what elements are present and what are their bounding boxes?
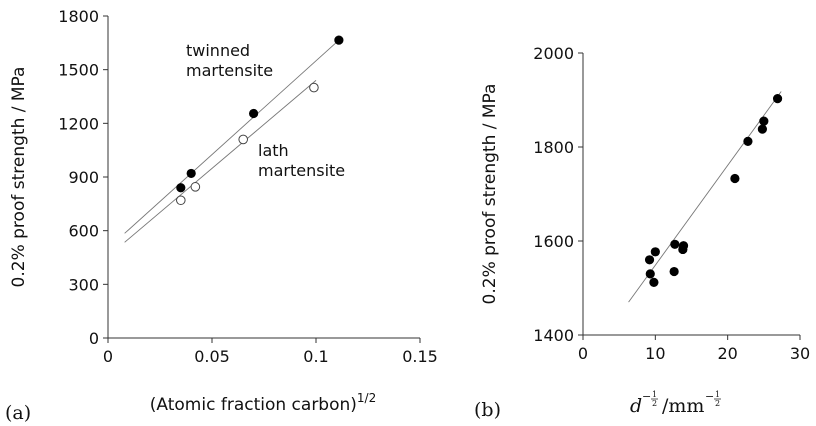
- data-point-filled: [649, 277, 659, 287]
- data-point-filled: [644, 255, 655, 265]
- x-axis-title-b-num-2: 1: [715, 390, 720, 399]
- fit-line: [124, 80, 317, 243]
- fit-line: [124, 39, 340, 234]
- annotation-twinned-line2: martensite: [186, 61, 273, 80]
- y-axis-title-b: 0.2% proof strength / MPa: [480, 84, 500, 305]
- y-tick-label: 2000: [533, 44, 574, 63]
- fit-lines-a: [124, 39, 340, 243]
- x-tick-label: 20: [717, 344, 737, 363]
- data-point-filled: [670, 239, 680, 249]
- x-tick-label: 0: [103, 347, 113, 366]
- chart-panel-b: 0 10 20 30 1400 1600 1800 2000 0.2% proof stren…: [474, 44, 810, 421]
- data-point-filled: [678, 241, 689, 251]
- y-tick-label: 1200: [58, 114, 99, 133]
- x-tick-label: 0.15: [402, 347, 438, 366]
- data-point-open: [190, 182, 201, 192]
- data-point-filled: [759, 116, 769, 126]
- data-point-filled: [757, 124, 767, 134]
- y-tick-label: 1800: [533, 138, 574, 157]
- ticks-a: 0 0.05 0.1 0.15 0 300 600 900 1200 1500 1800: [58, 7, 438, 366]
- x-tick-label: 0.05: [194, 347, 230, 366]
- x-axis-title-a-superscript: 1/2: [357, 391, 376, 405]
- data-point-open: [238, 134, 248, 145]
- y-tick-label: 900: [68, 168, 99, 187]
- y-tick-label: 600: [68, 222, 99, 241]
- data-point-filled: [730, 173, 740, 184]
- chart-panel-a: 0 0.05 0.1 0.15 0 300 600 900 1200 1500 1800 twinn…: [5, 7, 438, 424]
- x-axis-title-b-den-1: 2: [652, 399, 657, 408]
- data-points-a: [176, 35, 344, 206]
- x-axis-title-b-minus-2: −: [705, 390, 714, 403]
- data-point-filled: [334, 35, 344, 45]
- annotation-twinned-line1: twinned: [186, 41, 250, 60]
- data-point-filled: [645, 269, 655, 279]
- y-tick-label: 1600: [533, 232, 574, 251]
- data-point-filled: [176, 183, 186, 193]
- data-point-filled: [186, 168, 196, 179]
- annotation-lath-line1: lath: [258, 141, 289, 160]
- y-axis-title-a: 0.2% proof strength / MPa: [9, 67, 29, 288]
- x-axis-title-b-minus-1: −: [642, 390, 651, 403]
- data-point-filled: [650, 247, 660, 257]
- y-tick-label: 0: [89, 329, 99, 348]
- x-axis-title-b-num-1: 1: [652, 390, 657, 399]
- data-point-open: [309, 82, 319, 93]
- x-tick-label: 0.1: [303, 347, 328, 366]
- data-point-filled: [669, 266, 679, 277]
- fit-lines-b: [628, 91, 782, 303]
- x-axis-title-b-slash: /mm: [662, 395, 704, 417]
- x-tick-label: 10: [645, 344, 665, 363]
- data-point-filled: [772, 93, 783, 104]
- annotation-lath-line2: martensite: [258, 161, 345, 180]
- panel-label-a: (a): [5, 402, 31, 424]
- x-tick-label: 0: [578, 344, 588, 363]
- data-point-filled: [249, 108, 259, 119]
- data-points-b: [644, 93, 783, 287]
- y-tick-label: 1400: [533, 326, 574, 345]
- x-tick-label: 30: [790, 344, 810, 363]
- ticks-b: 0 10 20 30 1400 1600 1800 2000: [533, 44, 810, 363]
- data-point-filled: [743, 136, 753, 146]
- y-tick-label: 1800: [58, 7, 99, 26]
- x-axis-title-a: (Atomic fraction carbon)1/2: [150, 391, 376, 415]
- fit-line: [628, 91, 782, 303]
- data-point-open: [176, 195, 186, 206]
- y-tick-label: 1500: [58, 61, 99, 80]
- x-axis-title-b-den-2: 2: [715, 399, 720, 408]
- x-axis-title-b: d − 1 2 /mm − 1 2: [630, 390, 721, 417]
- x-axis-title-a-main: (Atomic fraction carbon): [150, 395, 357, 415]
- x-axis-title-b-d: d: [630, 395, 642, 417]
- y-tick-label: 300: [68, 275, 99, 294]
- panel-label-b: (b): [474, 399, 501, 421]
